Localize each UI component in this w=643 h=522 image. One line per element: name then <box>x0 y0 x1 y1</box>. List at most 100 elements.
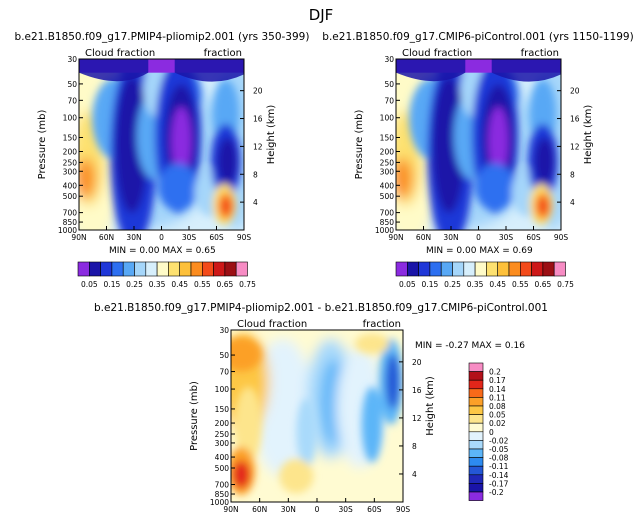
x-tick-label: 30N <box>443 233 458 242</box>
legend-swatch <box>468 483 484 493</box>
legend-label: -0.02 <box>489 436 509 445</box>
contour-region <box>385 354 400 410</box>
y-tick-label: 1000 <box>210 498 229 507</box>
contour-region <box>537 197 548 215</box>
legend-swatch <box>531 261 544 277</box>
contour-region <box>79 158 96 200</box>
y2-tick-label: 16 <box>570 115 580 124</box>
legend-label: -0.08 <box>489 454 509 463</box>
legend-label: 0.25 <box>126 280 143 289</box>
y-tick-label: 300 <box>380 167 395 176</box>
y-tick-label: 70 <box>384 96 394 105</box>
y-tick-label: 1000 <box>375 226 394 235</box>
y-tick-label: 50 <box>67 80 77 89</box>
legend-swatch <box>395 261 408 277</box>
y-tick-label: 250 <box>63 158 78 167</box>
y2-tick-label: 4 <box>412 470 417 479</box>
legend-label: 0.02 <box>489 419 506 428</box>
panels: b.e21.B1850.f09_g17.PMIP4-pliomip2.001 (… <box>15 31 634 514</box>
x-tick-label: 60S <box>209 233 224 242</box>
y-tick-label: 400 <box>63 181 78 190</box>
y-tick-label: 200 <box>63 148 78 157</box>
contour-region <box>158 163 198 212</box>
legend-label: 0.75 <box>239 280 256 289</box>
legend-swatch <box>468 362 484 372</box>
x-tick-label: 30S <box>339 505 354 514</box>
panel-right-label: fraction <box>363 319 401 330</box>
y2-axis-label: Height (km) <box>425 376 436 436</box>
y-tick-label: 850 <box>63 218 78 227</box>
contour-region <box>279 459 314 494</box>
legend-swatch <box>508 261 521 277</box>
y-tick-label: 50 <box>219 351 229 360</box>
legend-swatch <box>235 261 248 277</box>
contour-region <box>488 106 509 176</box>
y-axis-label: Pressure (mb) <box>354 110 365 180</box>
legend-label: -0.17 <box>489 479 509 488</box>
x-tick-label: 30N <box>281 505 296 514</box>
legend-swatch <box>468 457 484 467</box>
y-axis-label: Pressure (mb) <box>189 381 200 451</box>
legend-label: 0.08 <box>489 402 506 411</box>
legend-swatch <box>202 261 214 277</box>
panel-right-label: fraction <box>204 48 242 59</box>
y-tick-label: 70 <box>219 368 229 377</box>
contour-region <box>234 386 262 463</box>
x-tick-label: 30N <box>126 233 141 242</box>
upper-band-edge <box>174 59 244 82</box>
legend-label: 0.14 <box>489 385 506 394</box>
y-tick-label: 100 <box>63 114 78 123</box>
panel-3: b.e21.B1850.f09_g17.PMIP4-pliomip2.001 -… <box>94 302 548 514</box>
x-tick-label: 90S <box>237 233 252 242</box>
y-tick-label: 250 <box>215 430 230 439</box>
legend-swatch <box>213 261 226 277</box>
y-tick-label: 100 <box>380 114 395 123</box>
x-tick-label: 30S <box>499 233 514 242</box>
contour-region <box>432 76 466 213</box>
legend-swatch <box>418 261 431 277</box>
legend-swatch <box>429 261 442 277</box>
x-tick-label: 30S <box>182 233 197 242</box>
y-tick-label: 700 <box>63 209 78 218</box>
legend-swatch <box>224 261 237 277</box>
y2-tick-label: 16 <box>253 115 263 124</box>
contour-region <box>217 137 238 186</box>
y-tick-label: 500 <box>215 464 230 473</box>
legend-swatch <box>468 414 484 424</box>
x-tick-label: 0 <box>159 233 164 242</box>
legend-swatch <box>468 474 484 484</box>
y-tick-label: 300 <box>215 439 230 448</box>
legend-swatch <box>406 261 419 277</box>
legend-swatch <box>145 261 158 277</box>
legend-label: 0.05 <box>81 280 98 289</box>
panel-left-label: Cloud fraction <box>85 48 155 59</box>
legend-swatch <box>440 261 453 277</box>
y-tick-label: 200 <box>215 419 230 428</box>
y-tick-label: 70 <box>67 96 77 105</box>
y2-tick-label: 8 <box>412 442 417 451</box>
panel-left-label: Cloud fraction <box>237 319 307 330</box>
y-tick-label: 250 <box>380 158 395 167</box>
legend-swatch <box>179 261 192 277</box>
contour-field <box>231 330 403 502</box>
legend-label: -0.2 <box>489 488 504 497</box>
y-tick-label: 150 <box>63 133 78 142</box>
legend-swatch <box>89 261 101 277</box>
panel-title: b.e21.B1850.f09_g17.CMIP6-piControl.001 … <box>322 31 633 43</box>
panel-1: b.e21.B1850.f09_g17.PMIP4-pliomip2.001 (… <box>15 31 310 289</box>
legend-swatch <box>468 388 484 398</box>
panel-right-label: fraction <box>521 48 559 59</box>
legend-label: 0.17 <box>489 376 506 385</box>
y-tick-label: 850 <box>380 218 395 227</box>
legend-swatch <box>468 431 484 441</box>
legend-label: 0.05 <box>399 280 416 289</box>
x-tick-label: 0 <box>476 233 481 242</box>
y-tick-label: 850 <box>215 490 230 499</box>
y-tick-label: 200 <box>380 148 395 157</box>
legend-swatch <box>468 491 484 501</box>
x-tick-label: 60S <box>526 233 541 242</box>
x-tick-label: 90N <box>388 233 403 242</box>
y2-tick-label: 12 <box>570 142 580 151</box>
x-tick-label: 90N <box>71 233 86 242</box>
